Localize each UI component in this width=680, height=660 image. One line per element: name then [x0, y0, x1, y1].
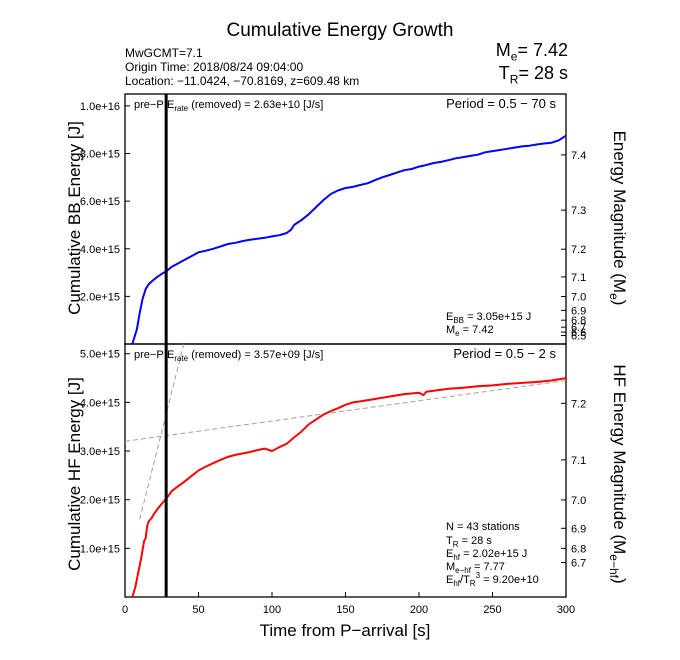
bb-y2tick-label: 7.1 [571, 272, 586, 284]
hf-ytick-label: 4.0e+15 [80, 397, 120, 409]
hf-ehf-annotation: Ehf = 2.02e+15 J [446, 548, 527, 562]
axes-ticks: 2.0e+154.0e+156.0e+158.0e+151.0e+166.56.… [80, 101, 586, 616]
hf-mehf-annotation: Me−hf = 7.77 [446, 561, 505, 575]
bb-erate-label: Erate (removed) = 2.63e+10 [J/s] [167, 99, 323, 113]
xtick-label: 250 [483, 604, 501, 616]
hf-ytick-label: 3.0e+15 [80, 446, 120, 458]
hf-period-label: Period = 0.5 − 2 s [453, 346, 556, 361]
hf-y2tick-label: 6.7 [571, 558, 586, 570]
x-axis-title: Time from P−arrival [s] [260, 621, 431, 640]
xtick-label: 0 [122, 604, 128, 616]
bb-panel-frame [124, 93, 567, 345]
hf-y2tick-label: 7.2 [571, 398, 586, 410]
hf-series-line [131, 377, 567, 598]
hf-station-count: N = 43 stations [446, 521, 520, 533]
bb-ytick-label: 8.0e+15 [80, 149, 120, 161]
chart-title: Cumulative Energy Growth [226, 20, 454, 41]
bb-y2tick-label: 6.6 [571, 327, 586, 339]
bb-y2-axis-title: Energy Magnitude (Me) [607, 131, 629, 306]
bb-series-line [131, 134, 567, 345]
xtick-label: 50 [192, 604, 204, 616]
hf-fit-lines [124, 343, 567, 520]
bb-y2tick-label: 7.3 [571, 205, 586, 217]
hf-pre-p-label: pre−P [134, 349, 164, 361]
bb-ytick-label: 4.0e+15 [80, 244, 120, 256]
hf-y2tick-label: 6.8 [571, 543, 586, 555]
bb-y2tick-label: 6.9 [571, 305, 586, 317]
bb-y-axis-title: Cumulative BB Energy [J] [65, 121, 84, 315]
event-location: Location: −11.0424, −70.8169, z=609.48 k… [125, 74, 360, 88]
bb-ytick-label: 6.0e+15 [80, 196, 120, 208]
bb-energy-series [131, 134, 567, 345]
bb-me-annotation: Me = 7.42 [446, 324, 494, 338]
hf-y2tick-label: 7.1 [571, 455, 586, 467]
xtick-label: 300 [557, 604, 575, 616]
bb-y2tick-label: 7.4 [571, 150, 586, 162]
hf-ytick-label: 1.0e+15 [80, 543, 120, 555]
bb-y2tick-label: 7.0 [571, 291, 586, 303]
bb-period-label: Period = 0.5 − 70 s [446, 96, 556, 111]
hf-y2-axis-title: HF Energy Magnitude (Me−hf) [607, 364, 629, 583]
rupture-duration-header: TR= 28 s [498, 63, 568, 87]
bb-ebb-annotation: EBB = 3.05e+15 J [446, 311, 531, 325]
bb-y2tick-label: 6.7 [571, 322, 586, 334]
energy-magnitude-header: Me= 7.42 [495, 40, 568, 64]
hf-ratio-annotation: Ehf/TR3 = 9.20e+10 [446, 571, 539, 588]
hf-fit-line-0 [124, 380, 567, 442]
bb-y2tick-label: 6.8 [571, 315, 586, 327]
hf-energy-series [131, 377, 567, 598]
hf-y-axis-title: Cumulative HF Energy [J] [65, 377, 84, 571]
hf-y2tick-label: 7.0 [571, 495, 586, 507]
hf-ytick-label: 2.0e+15 [80, 495, 120, 507]
hf-fit-line-1 [139, 343, 185, 520]
event-magnitude: MwGCMT=7.1 [125, 46, 203, 60]
xtick-label: 200 [410, 604, 428, 616]
origin-time: Origin Time: 2018/08/24 09:04:00 [125, 60, 304, 74]
hf-tr-annotation: TR = 28 s [446, 535, 492, 549]
bb-pre-p-label: pre−P [134, 99, 164, 111]
hf-ytick-label: 5.0e+15 [80, 349, 120, 361]
bb-y2tick-label: 7.2 [571, 244, 586, 256]
hf-y2tick-label: 6.9 [571, 523, 586, 535]
bb-ytick-label: 2.0e+15 [80, 291, 120, 303]
hf-erate-label: Erate (removed) = 3.57e+09 [J/s] [167, 349, 323, 363]
bb-ytick-label: 1.0e+16 [80, 101, 120, 113]
bb-y2tick-label: 6.5 [571, 331, 586, 343]
xtick-label: 150 [336, 604, 354, 616]
xtick-label: 100 [263, 604, 281, 616]
